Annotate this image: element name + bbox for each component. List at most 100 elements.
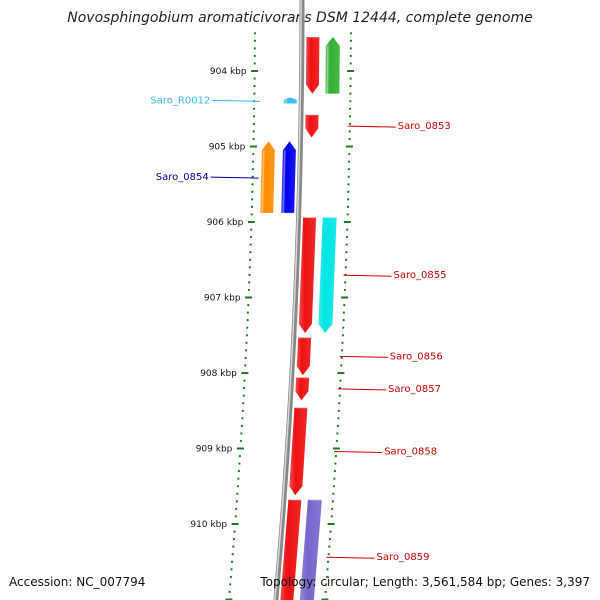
minor-tick-right: [327, 560, 330, 563]
minor-tick-right: [347, 168, 350, 171]
minor-tick-right: [349, 62, 352, 65]
minor-tick-right: [349, 77, 352, 80]
major-tick-right: [327, 523, 335, 525]
minor-tick-left: [253, 62, 256, 65]
minor-tick-right: [339, 387, 342, 390]
minor-tick-left: [253, 92, 256, 95]
gene-features: [260, 36, 340, 600]
tick-label: 910 kbp: [190, 520, 227, 530]
gene-Saro_0858[interactable]: [289, 407, 308, 496]
gene-Saro_0857[interactable]: [295, 377, 310, 401]
minor-tick-left: [243, 379, 246, 382]
tick-label: 907 kbp: [204, 294, 241, 304]
label-leader-Saro_0854: [210, 176, 259, 179]
minor-tick-left: [250, 205, 253, 208]
minor-tick-right: [349, 47, 352, 50]
minor-tick-right: [328, 545, 331, 548]
major-tick-left: [225, 598, 233, 600]
minor-tick-left: [245, 349, 248, 352]
label-leader-Saro_0853: [347, 125, 396, 128]
minor-tick-right: [341, 349, 344, 352]
minor-tick-left: [251, 183, 254, 186]
minor-tick-left: [249, 251, 252, 254]
gene-label-Saro_0853[interactable]: Saro_0853: [398, 121, 451, 132]
minor-tick-left: [252, 122, 255, 125]
gene-label-Saro_0858[interactable]: Saro_0858: [384, 447, 437, 458]
minor-tick-left: [246, 311, 249, 314]
gene-Saro_R0012[interactable]: [283, 97, 297, 104]
minor-tick-right: [336, 432, 339, 435]
minor-tick-right: [348, 137, 351, 140]
minor-tick-left: [241, 409, 244, 412]
minor-tick-left: [251, 190, 254, 193]
tick-label: 905 kbp: [209, 143, 246, 153]
minor-tick-left: [244, 356, 247, 359]
genome-backbone: [273, 0, 305, 600]
major-tick-left: [249, 145, 257, 148]
minor-tick-left: [246, 326, 249, 329]
minor-tick-right: [342, 319, 345, 322]
gene-label-Saro_0855[interactable]: Saro_0855: [394, 270, 447, 281]
gene-purple-gene[interactable]: [299, 499, 322, 600]
minor-tick-right: [346, 228, 349, 231]
scale-ticks-right: [321, 32, 355, 600]
major-tick-left: [247, 221, 255, 223]
minor-tick-right: [345, 243, 348, 246]
minor-tick-left: [251, 175, 254, 178]
gene-cyan-gene[interactable]: [318, 217, 337, 334]
minor-tick-right: [348, 160, 351, 163]
major-tick-left: [241, 372, 249, 374]
minor-tick-left: [245, 341, 248, 344]
minor-tick-left: [240, 424, 243, 427]
minor-tick-right: [333, 470, 336, 473]
minor-tick-right: [343, 288, 346, 291]
minor-tick-right: [349, 39, 352, 42]
minor-tick-left: [249, 243, 252, 246]
label-leader-Saro_0856: [339, 355, 388, 358]
gene-orange-gene[interactable]: [260, 141, 275, 213]
gene-label-Saro_0859[interactable]: Saro_0859: [377, 552, 430, 563]
scale-ticks-left: 904 kbp 905 kbp 906 kbp 907 kbp 908 kbp 909 k…: [190, 32, 259, 600]
minor-tick-left: [250, 213, 253, 216]
minor-tick-right: [345, 251, 348, 254]
minor-tick-right: [327, 553, 330, 556]
major-tick-right: [347, 70, 355, 72]
minor-tick-right: [326, 568, 329, 571]
gene-label-Saro_0856[interactable]: Saro_0856: [390, 351, 443, 362]
gene-Saro_0853[interactable]: [305, 114, 319, 138]
gene-Saro_0854[interactable]: [281, 141, 296, 213]
minor-tick-left: [235, 500, 238, 503]
tick-label: 909 kbp: [196, 445, 233, 455]
minor-tick-left: [253, 47, 256, 50]
minor-tick-right: [346, 205, 349, 208]
minor-tick-right: [339, 379, 342, 382]
gene-label-Saro_0857[interactable]: Saro_0857: [388, 384, 441, 395]
minor-tick-left: [244, 364, 247, 367]
minor-tick-left: [248, 281, 251, 284]
minor-tick-right: [344, 266, 347, 269]
minor-tick-right: [338, 394, 341, 397]
minor-tick-right: [325, 575, 328, 578]
minor-tick-right: [334, 462, 337, 465]
major-tick-left: [245, 296, 253, 299]
minor-tick-left: [252, 130, 255, 133]
gene-label-Saro_0854[interactable]: Saro_0854: [156, 172, 209, 183]
gene-red-top[interactable]: [306, 37, 320, 94]
gene-green-outer[interactable]: [325, 37, 340, 94]
minor-tick-left: [239, 439, 242, 442]
label-leader-Saro_0858: [334, 451, 383, 453]
minor-tick-left: [247, 304, 250, 307]
gene-label-Saro_R0012[interactable]: Saro_R0012: [150, 95, 210, 106]
gene-Saro_0856[interactable]: [296, 337, 312, 376]
minor-tick-right: [324, 590, 327, 593]
minor-tick-left: [231, 553, 234, 556]
label-leader-Saro_0857: [337, 388, 387, 391]
gene-highlight: [282, 150, 286, 213]
tick-label: 906 kbp: [207, 218, 244, 228]
gene-Saro_0859[interactable]: [280, 499, 302, 600]
minor-tick-left: [252, 153, 255, 156]
minor-tick-left: [253, 39, 256, 42]
minor-tick-left: [230, 568, 233, 571]
minor-tick-right: [349, 115, 351, 118]
gene-Saro_0855[interactable]: [298, 217, 317, 334]
